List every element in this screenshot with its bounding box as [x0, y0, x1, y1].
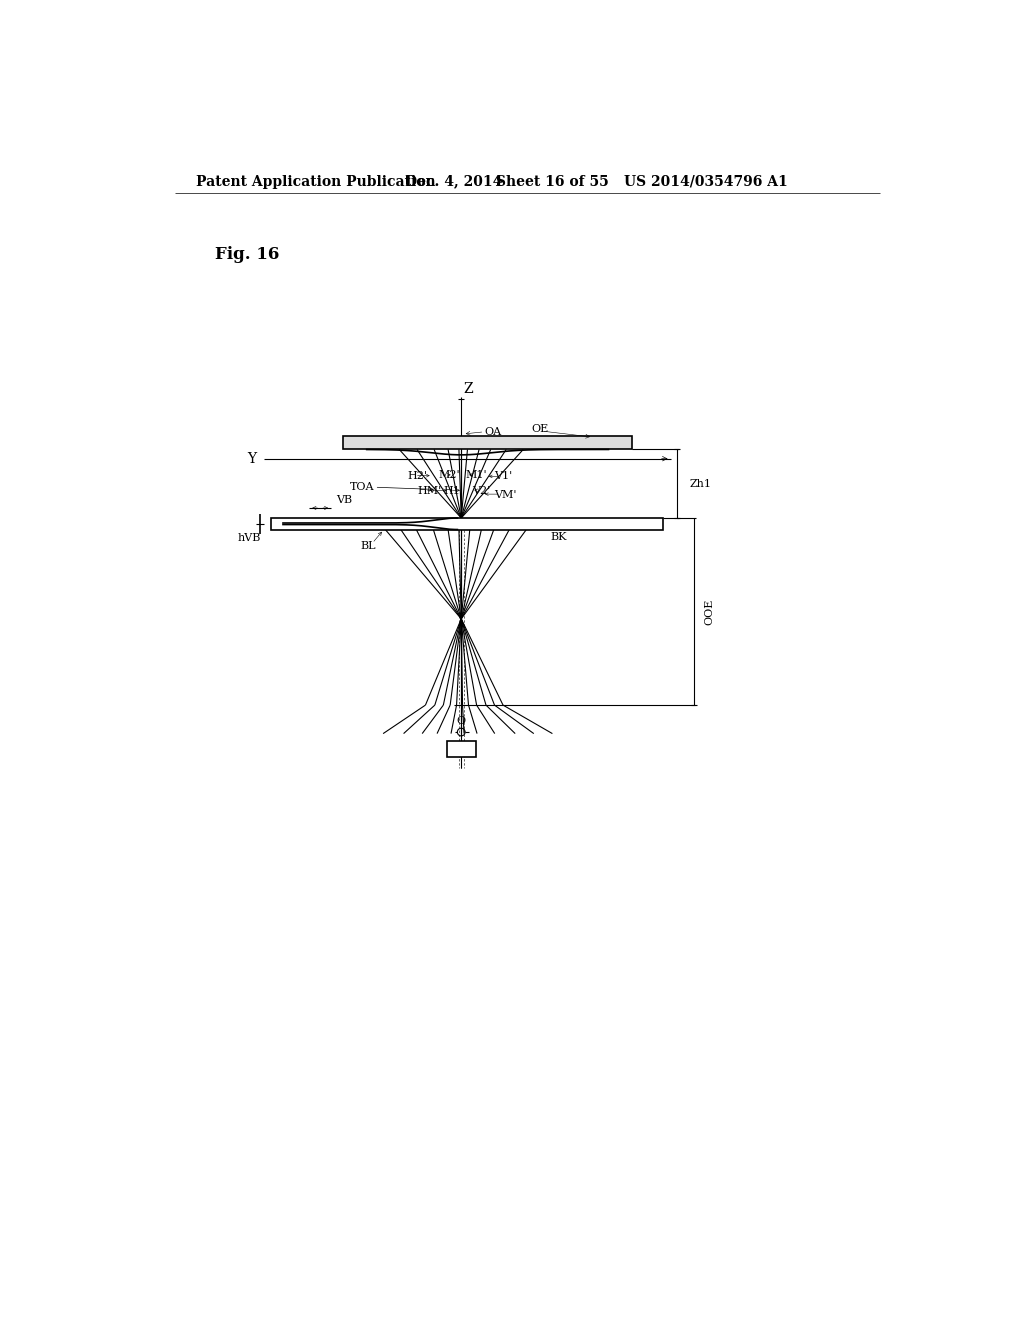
- Text: VM': VM': [494, 490, 516, 500]
- Text: US 2014/0354796 A1: US 2014/0354796 A1: [624, 174, 787, 189]
- Text: TOA: TOA: [349, 482, 374, 492]
- Text: Sheet 16 of 55: Sheet 16 of 55: [496, 174, 609, 189]
- Text: H2': H2': [407, 471, 427, 482]
- Text: BK: BK: [550, 532, 567, 543]
- Text: Zh1: Zh1: [690, 479, 712, 488]
- Text: H1': H1': [443, 486, 464, 496]
- Text: hVB: hVB: [238, 533, 261, 543]
- Text: V1': V1': [494, 471, 512, 482]
- Text: M1': M1': [466, 470, 487, 480]
- Text: V2': V2': [472, 486, 490, 496]
- Text: HM': HM': [418, 486, 442, 496]
- Text: OOE: OOE: [705, 598, 715, 624]
- Text: VB: VB: [336, 495, 352, 506]
- FancyBboxPatch shape: [446, 742, 476, 756]
- Text: Patent Application Publication: Patent Application Publication: [197, 174, 436, 189]
- Text: OE: OE: [531, 425, 548, 434]
- Text: SO: SO: [453, 744, 470, 754]
- Text: Z: Z: [464, 383, 473, 396]
- Text: M2': M2': [438, 470, 460, 480]
- Text: Y: Y: [247, 451, 256, 466]
- FancyBboxPatch shape: [343, 436, 632, 449]
- Text: Fig. 16: Fig. 16: [215, 246, 280, 263]
- Text: O: O: [457, 717, 466, 726]
- Text: Dec. 4, 2014: Dec. 4, 2014: [406, 174, 503, 189]
- FancyBboxPatch shape: [271, 517, 663, 529]
- Text: OA: OA: [484, 426, 502, 437]
- Text: BL: BL: [360, 541, 376, 552]
